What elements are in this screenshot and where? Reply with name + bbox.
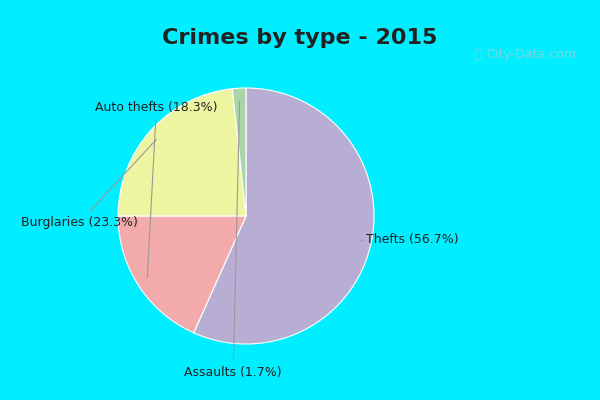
Text: Crimes by type - 2015: Crimes by type - 2015 <box>163 28 437 48</box>
Text: Burglaries (23.3%): Burglaries (23.3%) <box>21 139 157 229</box>
Wedge shape <box>232 88 246 216</box>
Wedge shape <box>118 216 246 333</box>
Wedge shape <box>194 88 374 344</box>
Text: Thefts (56.7%): Thefts (56.7%) <box>361 232 459 246</box>
Wedge shape <box>118 89 246 216</box>
Text: Assaults (1.7%): Assaults (1.7%) <box>184 101 282 379</box>
Text: Auto thefts (18.3%): Auto thefts (18.3%) <box>95 101 218 277</box>
Text: ⓘ City-Data.com: ⓘ City-Data.com <box>475 48 576 61</box>
